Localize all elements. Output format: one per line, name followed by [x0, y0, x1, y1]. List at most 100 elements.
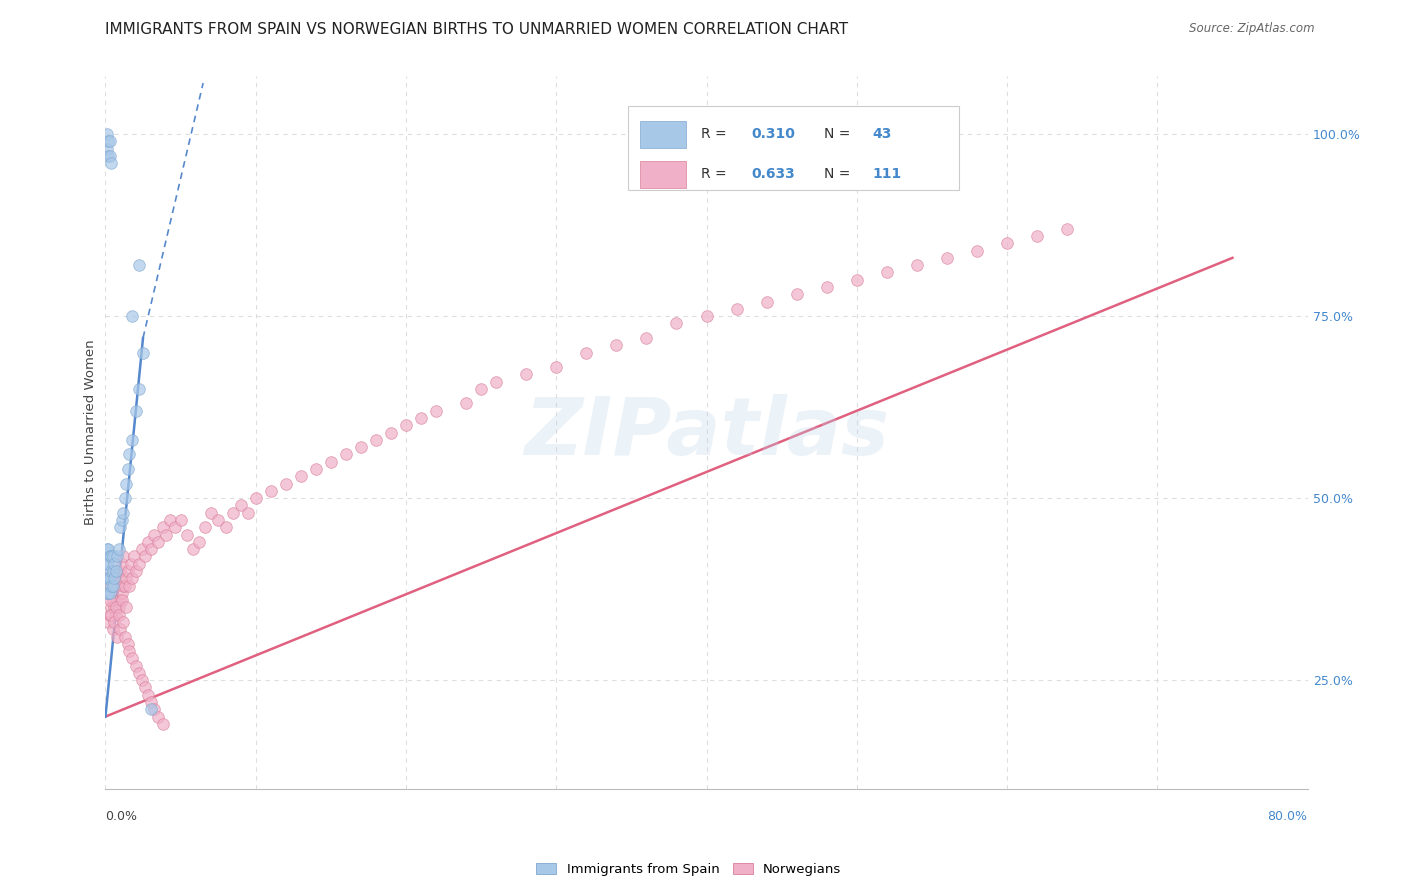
Point [98, 586, 121, 600]
Text: N =: N = [824, 167, 855, 181]
Point [274, 476, 297, 491]
Point [124, 564, 146, 578]
FancyBboxPatch shape [640, 121, 686, 148]
Text: R =: R = [700, 128, 731, 141]
Point [132, 345, 155, 359]
Point [245, 491, 267, 505]
Point [142, 702, 165, 716]
Point [96, 127, 118, 141]
Text: ZIPatlas: ZIPatlas [524, 393, 889, 472]
Text: 0.310: 0.310 [751, 128, 794, 141]
Point [100, 571, 122, 585]
Point [112, 615, 135, 629]
Point [425, 404, 447, 418]
Point [101, 549, 124, 564]
Point [97, 615, 120, 629]
Point [118, 578, 141, 592]
Point [163, 520, 186, 534]
Point [319, 455, 342, 469]
Point [176, 527, 198, 541]
Point [134, 549, 156, 564]
Point [786, 287, 808, 301]
Point [100, 578, 122, 592]
Point [364, 433, 387, 447]
Point [117, 637, 139, 651]
Point [142, 527, 165, 541]
Point [229, 499, 252, 513]
Point [876, 265, 898, 279]
Point [128, 557, 150, 571]
Point [100, 600, 122, 615]
Point [96, 542, 118, 557]
Point [845, 273, 868, 287]
Text: 43: 43 [872, 128, 891, 141]
Point [136, 534, 159, 549]
Point [96, 142, 118, 156]
Point [97, 571, 120, 585]
Point [100, 549, 122, 564]
Point [335, 447, 357, 461]
Point [115, 476, 138, 491]
Point [134, 681, 156, 695]
Point [103, 600, 125, 615]
Point [755, 294, 778, 309]
Point [136, 688, 159, 702]
Point [409, 411, 432, 425]
Point [97, 586, 120, 600]
Point [100, 607, 122, 622]
Point [104, 607, 127, 622]
Point [665, 317, 688, 331]
Legend: Immigrants from Spain, Norwegians: Immigrants from Spain, Norwegians [531, 857, 846, 881]
Point [139, 702, 162, 716]
Point [97, 586, 120, 600]
Point [111, 513, 134, 527]
Point [107, 549, 129, 564]
Text: 0.633: 0.633 [751, 167, 794, 181]
Point [222, 506, 245, 520]
Point [146, 534, 169, 549]
Point [107, 593, 129, 607]
Point [103, 615, 125, 629]
Point [139, 542, 162, 557]
Point [1026, 229, 1049, 244]
Text: IMMIGRANTS FROM SPAIN VS NORWEGIAN BIRTHS TO UNMARRIED WOMEN CORRELATION CHART: IMMIGRANTS FROM SPAIN VS NORWEGIAN BIRTH… [105, 22, 849, 37]
Point [108, 571, 131, 585]
Point [98, 571, 121, 585]
FancyBboxPatch shape [628, 106, 959, 190]
Point [725, 301, 748, 316]
Point [107, 564, 129, 578]
Point [1056, 221, 1078, 235]
Point [118, 447, 141, 461]
Point [546, 360, 568, 375]
Point [120, 557, 142, 571]
Point [121, 571, 143, 585]
Point [101, 622, 124, 636]
Point [995, 236, 1018, 251]
Point [111, 593, 134, 607]
Point [131, 673, 153, 688]
Point [966, 244, 988, 258]
Point [117, 462, 139, 476]
Point [124, 658, 146, 673]
Point [305, 462, 328, 476]
Point [98, 578, 121, 592]
Point [112, 506, 135, 520]
Point [696, 309, 718, 323]
Point [98, 607, 121, 622]
Point [101, 593, 124, 607]
Point [260, 483, 283, 498]
Point [155, 527, 177, 541]
Point [146, 709, 169, 723]
Point [605, 338, 627, 352]
Point [97, 542, 120, 557]
Point [395, 418, 418, 433]
Point [108, 542, 131, 557]
Point [96, 557, 118, 571]
Text: R =: R = [700, 167, 731, 181]
Text: Source: ZipAtlas.com: Source: ZipAtlas.com [1189, 22, 1315, 36]
Point [169, 513, 191, 527]
Point [98, 593, 121, 607]
Point [112, 549, 135, 564]
Point [117, 564, 139, 578]
Point [108, 607, 131, 622]
